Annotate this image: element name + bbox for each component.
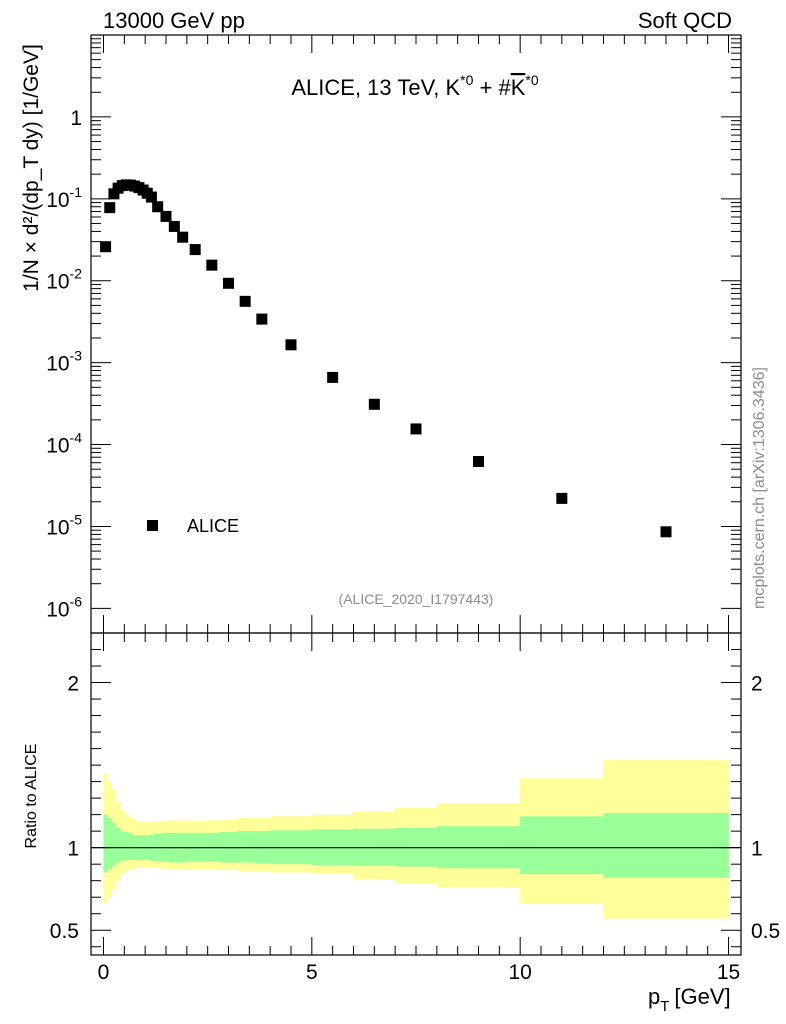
stat-band-segment (603, 812, 729, 878)
main-y-tick-label-exp: -4 (70, 430, 83, 446)
title-sup-2: *0 (525, 72, 538, 88)
ratio-bands (103, 760, 729, 919)
main-y-tick-label-exp: -5 (70, 511, 83, 527)
data-point (206, 259, 218, 271)
legend-marker (147, 520, 158, 531)
x-axis-label-unit: [GeV] (674, 984, 730, 1009)
stat-band-segment (124, 831, 129, 861)
main-y-tick-label-base: 10 (46, 271, 69, 294)
data-point (152, 201, 164, 213)
stat-band-segment (107, 817, 113, 870)
main-y-tick-label-base: 10 (46, 353, 69, 376)
title-sup-1: *0 (460, 72, 473, 88)
title-kbar: K (511, 75, 526, 100)
main-y-tick-label-base: 10 (46, 189, 69, 212)
ratio-y-tick-label-right: 1 (751, 838, 763, 861)
ratio-y-tick-label-left: 2 (67, 673, 79, 696)
data-point (168, 220, 180, 232)
main-ticks (91, 35, 741, 633)
data-point (223, 277, 234, 289)
main-y-tick-label: 10-5 (46, 511, 82, 539)
analysis-id: (ALICE_2020_I1797443) (339, 591, 494, 607)
ratio-y-tick-label-left: 1 (67, 838, 79, 861)
x-axis-label: pT [GeV] (648, 984, 731, 1015)
ratio-y-tick-label-right: 0.5 (751, 920, 780, 943)
ratio-y-axis-label: Ratio to ALICE (23, 744, 40, 849)
ratio-tick-labels: 0.5 0.5 1 1 2 2 0 5 10 15 (50, 673, 780, 984)
ratio-y-tick-label-left: 0.5 (50, 920, 79, 943)
main-y-tick-label-base: 10 (46, 516, 69, 539)
header-left: 13000 GeV pp (103, 8, 245, 33)
data-point (285, 339, 297, 351)
main-y-tick-label-base: 10 (46, 435, 69, 458)
title-mid: + # (473, 75, 511, 100)
x-tick-label: 0 (98, 961, 110, 984)
legend-label: ALICE (187, 516, 239, 536)
ratio-panel: 0.5 0.5 1 1 2 2 0 5 10 15 Ratio to ALICE pT [GeV] (23, 632, 780, 1015)
x-axis-label-main: p (648, 984, 660, 1009)
main-y-tick-label: 10-4 (46, 430, 82, 458)
stat-band-segment (236, 831, 254, 863)
x-tick-label: 15 (717, 961, 740, 984)
data-point (177, 231, 189, 243)
data-point (108, 188, 120, 200)
data-point (660, 526, 672, 538)
main-y-tick-label-base: 1 (70, 107, 82, 130)
stat-band-segment (520, 816, 604, 875)
main-y-tick-label-exp: -6 (70, 593, 83, 609)
main-panel: 10-610-510-410-310-210-11 ALICE, 13 TeV,… (20, 34, 742, 634)
title-prefix: ALICE, 13 TeV, K (291, 75, 460, 100)
x-axis-label-sub: T (660, 998, 669, 1015)
chart-title: ALICE, 13 TeV, K*0 + #K*0 (291, 72, 538, 100)
data-point (145, 191, 157, 203)
main-y-tick-label-exp: -1 (70, 184, 83, 200)
data-point (556, 492, 568, 504)
data-point (189, 244, 201, 256)
main-y-tick-label: 10-2 (46, 266, 82, 294)
stat-band-segment (111, 822, 117, 866)
main-y-tick-label: 1 (70, 107, 82, 130)
header-right: Soft QCD (638, 8, 732, 33)
data-point (473, 456, 484, 468)
main-y-tick-labels: 10-610-510-410-310-210-11 (46, 107, 82, 621)
stat-band-segment (103, 814, 109, 873)
data-points (100, 179, 672, 538)
data-point (160, 210, 172, 222)
main-y-tick-label: 10-3 (46, 348, 82, 376)
data-point (327, 371, 339, 383)
stat-band-segment (120, 831, 125, 861)
main-y-tick-label: 10-1 (46, 184, 82, 212)
data-point (100, 241, 112, 253)
main-y-tick-label-exp: -3 (70, 348, 83, 364)
ratio-y-tick-label-right: 2 (751, 673, 763, 696)
data-point (239, 295, 251, 307)
ratio-plot-frame (90, 632, 742, 956)
stat-band-segment (116, 827, 121, 863)
x-tick-label: 5 (306, 961, 318, 984)
data-point (410, 423, 422, 435)
x-tick-label: 10 (508, 961, 531, 984)
data-point (104, 202, 116, 214)
side-label: mcplots.cern.ch [arXiv:1306.3436] (751, 367, 768, 609)
data-point (368, 398, 380, 410)
stat-band-segment (128, 833, 134, 861)
main-plot-frame (90, 34, 742, 634)
main-y-tick-label: 10-6 (46, 593, 82, 621)
main-y-tick-label-exp: -2 (70, 266, 83, 282)
ratio-ticks (91, 633, 741, 955)
data-point (256, 313, 268, 325)
main-y-axis-label: 1/N × d²/(dp_T dy) [1/GeV] (20, 44, 43, 292)
main-y-tick-label-base: 10 (46, 598, 69, 621)
